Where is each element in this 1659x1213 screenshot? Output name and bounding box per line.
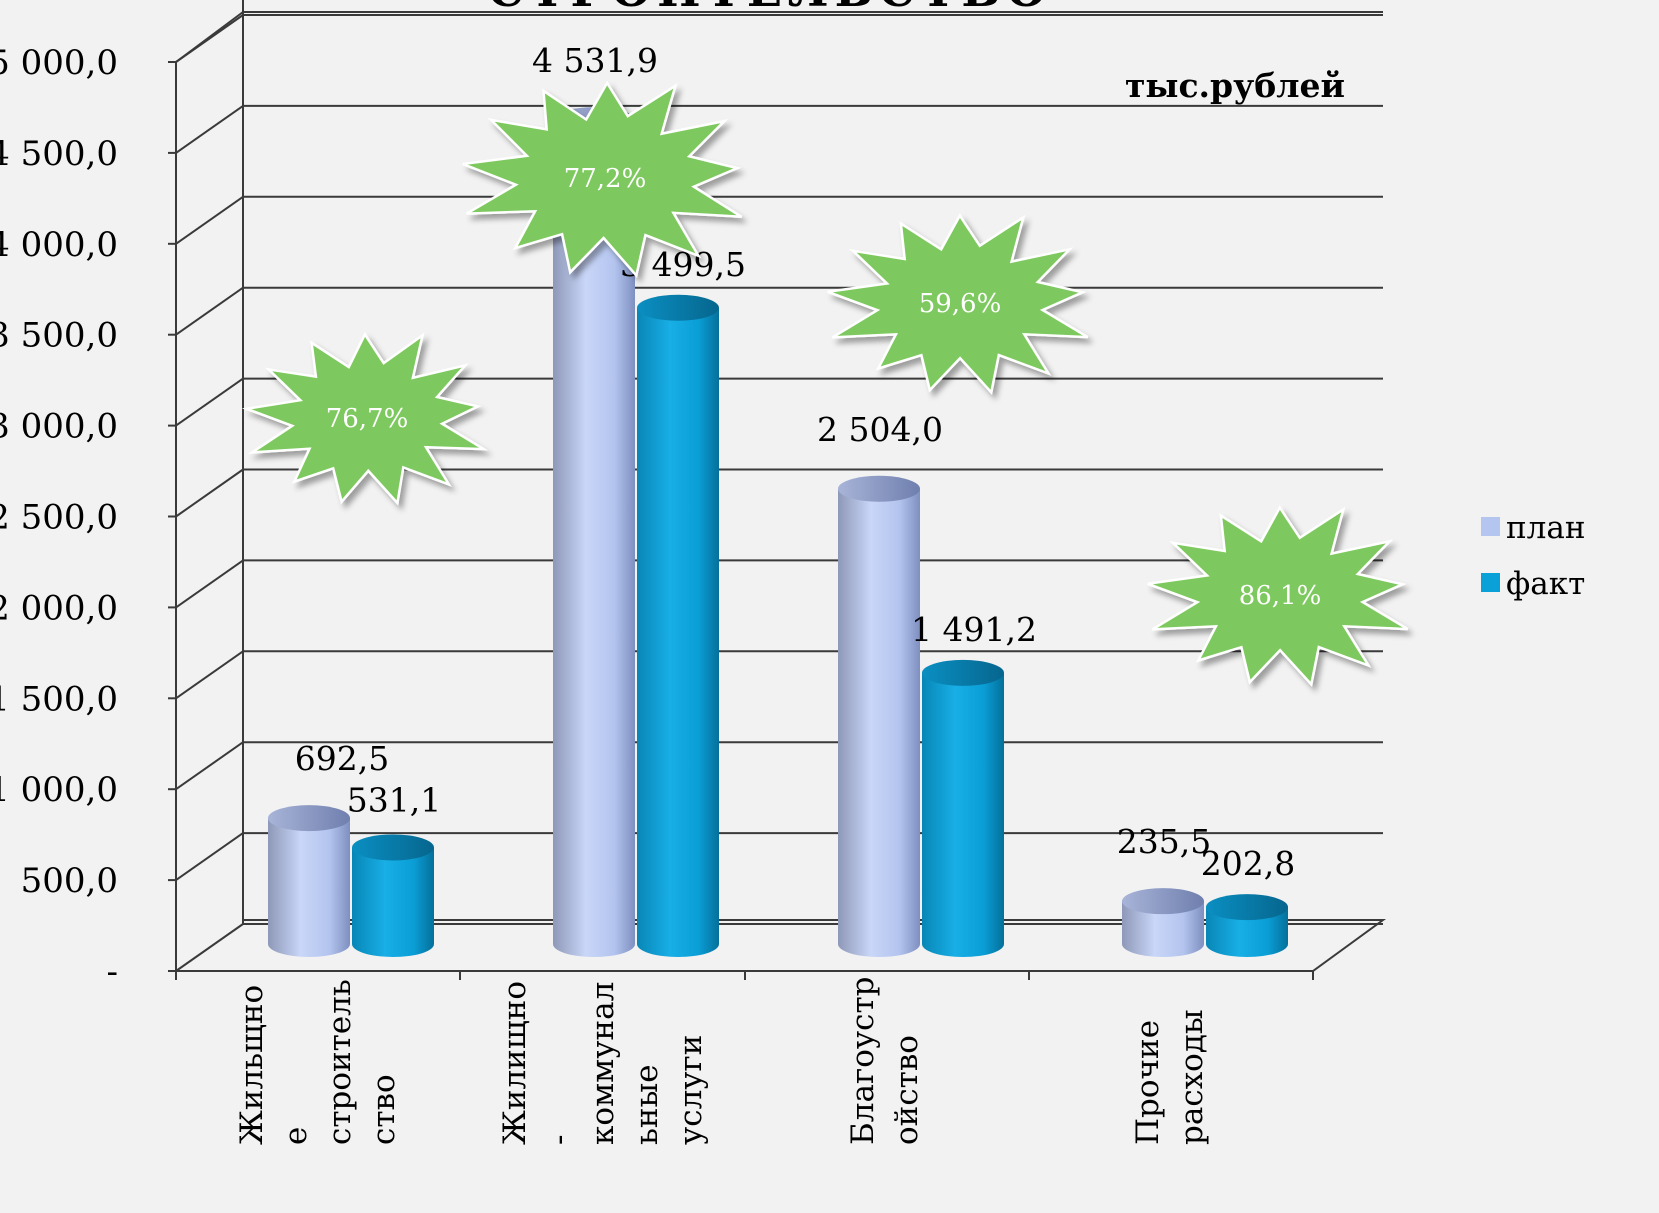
starburst-3: 86,1% bbox=[1147, 505, 1409, 687]
bar-plan-2 bbox=[838, 475, 920, 957]
bar-fact-1 bbox=[637, 294, 719, 957]
data-label-plan-0: 692,5 bbox=[295, 739, 389, 778]
category-label-line: ойство bbox=[889, 1035, 925, 1145]
percentage-starbursts: 76,7% 77,2% 59,6% 86,1% bbox=[241, 80, 1409, 687]
category-label-1: Жилищно - коммунал ьные услуги bbox=[497, 981, 709, 1145]
legend: план факт bbox=[1481, 510, 1586, 602]
gridline-diagonal-0 bbox=[175, 923, 244, 972]
bar-plan-0 bbox=[268, 805, 350, 957]
category-label-line: услуги bbox=[673, 1035, 709, 1145]
category-label-line: расходы bbox=[1174, 1009, 1210, 1145]
bars bbox=[268, 107, 1288, 957]
y-tick-label-5: 2 500,0 bbox=[0, 498, 118, 538]
gridline-diagonal-1 bbox=[175, 832, 244, 881]
legend-swatch-plan bbox=[1481, 517, 1500, 536]
gridline-diagonal-2 bbox=[175, 741, 244, 791]
starburst-shape bbox=[241, 331, 489, 506]
gridline-diagonal-5 bbox=[175, 468, 244, 518]
bar-top bbox=[637, 294, 719, 321]
bar-top bbox=[1206, 894, 1288, 921]
gridline-diagonal-6 bbox=[175, 377, 244, 427]
bar-body bbox=[553, 120, 635, 957]
category-label-line: Жилищно bbox=[497, 981, 533, 1145]
data-label-plan-2: 2 504,0 bbox=[817, 410, 943, 449]
category-label-line: ство bbox=[366, 1074, 402, 1145]
starburst-shape bbox=[1147, 505, 1409, 687]
gridline-diagonal-8 bbox=[175, 195, 244, 245]
gridline-diagonal-3 bbox=[175, 650, 244, 700]
starburst-2: 59,6% bbox=[827, 213, 1089, 395]
bar-fact-0 bbox=[352, 834, 434, 957]
y-tick-label-0: - bbox=[107, 952, 119, 992]
category-label-2: Благоустр ойство bbox=[845, 977, 925, 1145]
legend-label-fact: факт bbox=[1506, 566, 1585, 602]
bar-top bbox=[838, 475, 920, 502]
bar-body bbox=[268, 818, 350, 957]
category-label-line: Прочие bbox=[1130, 1020, 1166, 1145]
gridline-diagonal-7 bbox=[175, 286, 244, 336]
y-tick-label-7: 3 500,0 bbox=[0, 316, 118, 356]
bar-body bbox=[922, 672, 1004, 957]
category-label-line: коммунал bbox=[585, 982, 621, 1145]
starburst-percent: 86,1% bbox=[1239, 581, 1322, 611]
data-label-fact-0: 531,1 bbox=[347, 780, 441, 819]
bar-plan-3 bbox=[1122, 888, 1204, 957]
y-tick-label-9: 4 500,0 bbox=[0, 134, 118, 174]
top-diagonal bbox=[175, 11, 244, 63]
unit-label: тыс.рублей bbox=[1125, 66, 1345, 105]
starburst-shape bbox=[462, 80, 743, 279]
data-label-fact-2: 1 491,2 bbox=[911, 610, 1037, 649]
bar-top bbox=[922, 659, 1004, 686]
y-axis-tick-labels: - 500,0 1 000,0 1 500,0 2 000,0 2 500,0 3 000,… bbox=[0, 43, 118, 992]
legend-swatch-fact bbox=[1481, 573, 1500, 592]
bar-top bbox=[1122, 888, 1204, 915]
category-labels: Жильщно е строитель ство Жилищно - коммунал ьны… bbox=[234, 977, 1210, 1145]
bar-body bbox=[838, 488, 920, 957]
category-label-3: Прочие расходы bbox=[1130, 1009, 1210, 1145]
y-tick-label-2: 1 000,0 bbox=[0, 770, 118, 810]
bar-top bbox=[268, 805, 350, 832]
bar-body bbox=[1122, 901, 1204, 957]
axes bbox=[168, 12, 1387, 980]
starburst-1: 77,2% bbox=[462, 80, 743, 279]
category-label-line: строитель bbox=[322, 979, 358, 1145]
y-tick-label-10: 5 000,0 bbox=[0, 43, 118, 83]
category-label-0: Жильщно е строитель ство bbox=[234, 979, 402, 1145]
legend-label-plan: план bbox=[1506, 510, 1586, 546]
y-tick-label-1: 500,0 bbox=[21, 861, 118, 901]
y-tick-label-8: 4 000,0 bbox=[0, 225, 118, 265]
bar-body bbox=[1206, 907, 1288, 957]
bar-fact-3 bbox=[1206, 894, 1288, 957]
starburst-percent: 77,2% bbox=[564, 164, 647, 194]
category-label-line: - bbox=[541, 1135, 577, 1145]
category-label-line: е bbox=[278, 1127, 314, 1145]
y-tick-label-3: 1 500,0 bbox=[0, 679, 118, 719]
starburst-percent: 76,7% bbox=[326, 404, 409, 434]
starburst-0: 76,7% bbox=[241, 331, 489, 506]
gridline-diagonal-4 bbox=[175, 559, 244, 609]
gridline-diagonal-9 bbox=[175, 105, 244, 154]
y-tick-label-4: 2 000,0 bbox=[0, 588, 118, 628]
y-tick-label-6: 3 000,0 bbox=[0, 407, 118, 447]
starburst-percent: 59,6% bbox=[919, 289, 1002, 319]
category-label-line: ьные bbox=[629, 1064, 665, 1145]
bar-body bbox=[352, 847, 434, 957]
starburst-shape bbox=[827, 213, 1089, 395]
category-label-line: Жильщно bbox=[234, 985, 270, 1145]
bar-fact-2 bbox=[922, 659, 1004, 957]
data-label-plan-1: 4 531,9 bbox=[532, 41, 658, 80]
bar-top bbox=[352, 834, 434, 861]
bar-body bbox=[637, 307, 719, 957]
data-label-fact-3: 202,8 bbox=[1201, 844, 1295, 883]
category-label-line: Благоустр bbox=[845, 977, 881, 1145]
data-label-plan-3: 235,5 bbox=[1117, 822, 1211, 861]
